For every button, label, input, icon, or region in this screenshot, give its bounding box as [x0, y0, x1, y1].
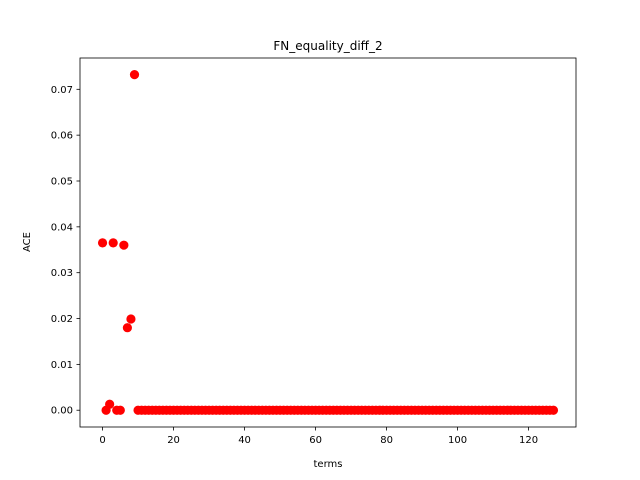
x-tick-label: 60 [309, 435, 322, 446]
data-points [97, 70, 559, 415]
y-tick-label: 0.07 [51, 85, 73, 96]
y-tick-label: 0.06 [51, 131, 73, 142]
data-point [115, 405, 125, 415]
data-point [105, 399, 115, 409]
y-axis-ticks: 0.00 0.01 0.02 0.03 0.04 0.05 0.06 0.07 [51, 85, 80, 417]
x-tick-label: 80 [380, 435, 393, 446]
chart-title: FN_equality_diff_2 [273, 39, 382, 53]
y-tick-label: 0.00 [51, 406, 73, 417]
x-tick-label: 40 [238, 435, 251, 446]
data-point [126, 314, 136, 324]
x-axis-label: terms [314, 459, 343, 470]
y-tick-label: 0.03 [51, 268, 73, 279]
x-tick-label: 20 [167, 435, 180, 446]
y-tick-label: 0.05 [51, 177, 73, 188]
data-point [108, 238, 118, 248]
x-tick-label: 120 [519, 435, 538, 446]
y-axis-label: ACE [22, 232, 33, 252]
x-axis-ticks: 0 20 40 60 80 100 120 [99, 427, 538, 446]
data-point [119, 240, 129, 250]
y-tick-label: 0.01 [51, 360, 73, 371]
data-point [97, 238, 108, 248]
y-tick-label: 0.04 [51, 222, 73, 233]
data-point [122, 323, 132, 333]
x-tick-label: 0 [99, 435, 105, 446]
plot-frame [79, 57, 577, 428]
data-point [548, 405, 559, 415]
y-tick-label: 0.02 [51, 314, 73, 325]
x-tick-label: 100 [448, 435, 467, 446]
data-point [129, 70, 140, 80]
